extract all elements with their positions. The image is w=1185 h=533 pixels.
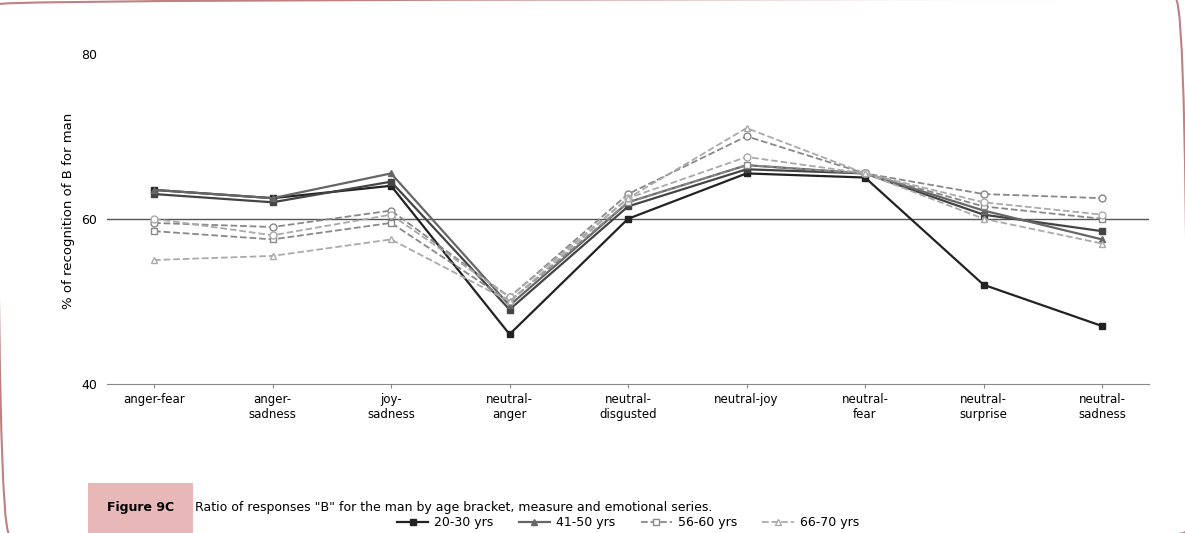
51-55 yrs (384, 207, 398, 214)
41-50 yrs (621, 199, 635, 206)
41-50 yrs (147, 187, 161, 193)
20-30 yrs (384, 183, 398, 189)
41-50 yrs (858, 170, 872, 176)
Line: 66-70 yrs: 66-70 yrs (150, 125, 1106, 305)
20-30 yrs (858, 174, 872, 181)
56-60 yrs (384, 220, 398, 226)
51-55 yrs (621, 191, 635, 197)
61-65 yrs (1095, 212, 1109, 218)
61-65 yrs (858, 170, 872, 176)
61-65 yrs (265, 232, 280, 238)
31-40 yrs (265, 199, 280, 206)
56-60 yrs (739, 162, 754, 168)
56-60 yrs (976, 203, 991, 209)
61-65 yrs (739, 154, 754, 160)
61-65 yrs (502, 294, 517, 300)
66-70 yrs (502, 298, 517, 304)
61-65 yrs (621, 195, 635, 201)
51-55 yrs (1095, 195, 1109, 201)
66-70 yrs (621, 195, 635, 201)
31-40 yrs (621, 203, 635, 209)
56-60 yrs (147, 228, 161, 235)
56-60 yrs (1095, 215, 1109, 222)
61-65 yrs (976, 199, 991, 206)
56-60 yrs (858, 170, 872, 176)
Line: 56-60 yrs: 56-60 yrs (150, 161, 1106, 305)
20-30 yrs (147, 187, 161, 193)
Line: 61-65 yrs: 61-65 yrs (150, 154, 1106, 301)
Y-axis label: % of recognition of B for man: % of recognition of B for man (63, 112, 76, 309)
61-65 yrs (384, 212, 398, 218)
Legend: 20-30 yrs, 31-40 yrs, 41-50 yrs, 51-55 yrs, 56-60 yrs, 61-65 yrs, 66-70 yrs: 20-30 yrs, 31-40 yrs, 41-50 yrs, 51-55 y… (392, 511, 864, 533)
51-55 yrs (265, 224, 280, 230)
Line: 20-30 yrs: 20-30 yrs (150, 170, 1106, 338)
41-50 yrs (265, 195, 280, 201)
51-55 yrs (858, 170, 872, 176)
41-50 yrs (1095, 236, 1109, 243)
51-55 yrs (147, 220, 161, 226)
Text: Figure 9C: Figure 9C (107, 502, 174, 514)
31-40 yrs (384, 179, 398, 185)
20-30 yrs (739, 170, 754, 176)
31-40 yrs (502, 306, 517, 313)
Line: 51-55 yrs: 51-55 yrs (150, 133, 1106, 301)
66-70 yrs (976, 215, 991, 222)
31-40 yrs (1095, 228, 1109, 235)
66-70 yrs (739, 125, 754, 131)
56-60 yrs (265, 236, 280, 243)
41-50 yrs (739, 162, 754, 168)
51-55 yrs (739, 133, 754, 140)
20-30 yrs (502, 331, 517, 337)
20-30 yrs (976, 281, 991, 288)
51-55 yrs (502, 294, 517, 300)
31-40 yrs (858, 170, 872, 176)
61-65 yrs (147, 215, 161, 222)
56-60 yrs (502, 298, 517, 304)
31-40 yrs (739, 166, 754, 173)
Line: 41-50 yrs: 41-50 yrs (150, 161, 1106, 309)
31-40 yrs (147, 191, 161, 197)
66-70 yrs (384, 236, 398, 243)
56-60 yrs (621, 199, 635, 206)
31-40 yrs (976, 212, 991, 218)
41-50 yrs (502, 302, 517, 309)
20-30 yrs (265, 195, 280, 201)
41-50 yrs (384, 170, 398, 176)
51-55 yrs (976, 191, 991, 197)
20-30 yrs (621, 215, 635, 222)
66-70 yrs (147, 257, 161, 263)
41-50 yrs (976, 207, 991, 214)
66-70 yrs (265, 253, 280, 259)
20-30 yrs (1095, 323, 1109, 329)
66-70 yrs (1095, 240, 1109, 247)
Line: 31-40 yrs: 31-40 yrs (150, 166, 1106, 313)
Text: Ratio of responses "B" for the man by age bracket, measure and emotional series.: Ratio of responses "B" for the man by ag… (187, 502, 712, 514)
66-70 yrs (858, 170, 872, 176)
